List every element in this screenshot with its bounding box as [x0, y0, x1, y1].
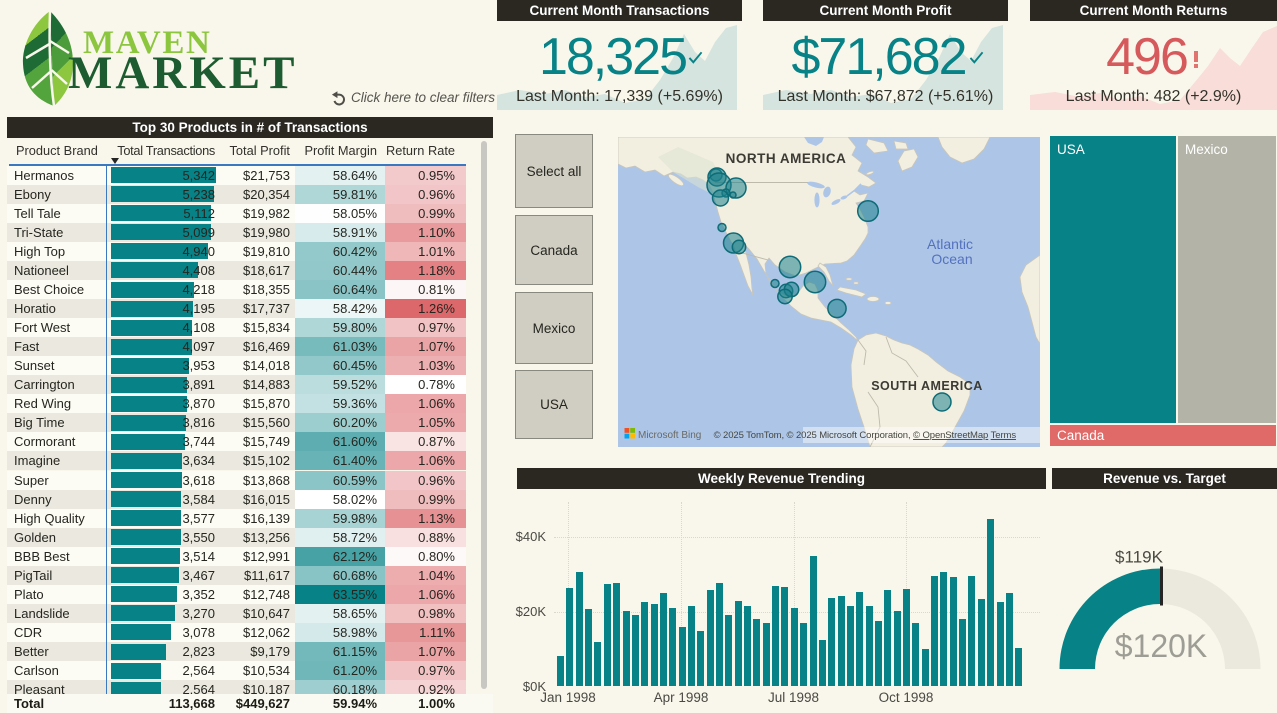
- svg-text:MAVEN: MAVEN: [83, 25, 211, 61]
- svg-text:© 2025 TomTom, © 2025 Microsof: © 2025 TomTom, © 2025 Microsoft Corporat…: [714, 430, 1017, 441]
- svg-text:NORTH AMERICA: NORTH AMERICA: [726, 151, 847, 166]
- svg-text:MARKET: MARKET: [68, 47, 298, 99]
- svg-text:$119K: $119K: [1115, 548, 1164, 567]
- svg-text:Ocean: Ocean: [931, 251, 972, 267]
- svg-text:SOUTH AMERICA: SOUTH AMERICA: [871, 379, 983, 393]
- svg-text:$120K: $120K: [1115, 628, 1208, 664]
- svg-text:Microsoft Bing: Microsoft Bing: [638, 430, 701, 441]
- svg-text:Atlantic: Atlantic: [927, 236, 973, 252]
